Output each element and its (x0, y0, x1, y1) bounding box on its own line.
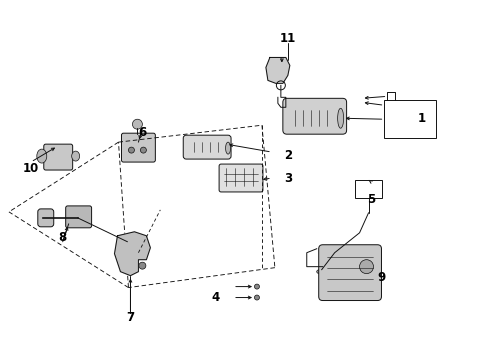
Circle shape (121, 262, 128, 269)
FancyBboxPatch shape (283, 98, 346, 134)
Ellipse shape (37, 149, 47, 163)
FancyBboxPatch shape (219, 164, 263, 192)
Text: 5: 5 (368, 193, 376, 206)
Ellipse shape (254, 284, 259, 289)
Text: 11: 11 (280, 32, 296, 45)
Ellipse shape (317, 270, 323, 274)
FancyBboxPatch shape (38, 209, 54, 227)
Text: 7: 7 (126, 311, 135, 324)
FancyBboxPatch shape (318, 245, 382, 301)
Ellipse shape (72, 151, 80, 161)
Circle shape (360, 260, 373, 274)
Text: 2: 2 (284, 149, 292, 162)
Circle shape (124, 246, 131, 253)
Circle shape (139, 262, 146, 269)
Ellipse shape (254, 295, 259, 300)
Text: 3: 3 (284, 171, 292, 185)
Circle shape (128, 147, 134, 153)
Circle shape (141, 147, 147, 153)
FancyBboxPatch shape (66, 206, 92, 228)
Ellipse shape (338, 108, 343, 128)
Polygon shape (115, 232, 150, 276)
Text: 4: 4 (211, 291, 219, 304)
Bar (355, 180, 383, 198)
Text: 10: 10 (23, 162, 39, 175)
FancyBboxPatch shape (183, 135, 231, 159)
Ellipse shape (132, 119, 143, 129)
Text: 1: 1 (417, 112, 425, 125)
Text: 9: 9 (377, 271, 386, 284)
FancyBboxPatch shape (44, 144, 73, 170)
Ellipse shape (225, 142, 231, 154)
Circle shape (139, 244, 146, 251)
Polygon shape (266, 58, 290, 84)
Text: 6: 6 (138, 126, 147, 139)
Text: 8: 8 (59, 231, 67, 244)
Bar (385, 100, 436, 138)
FancyBboxPatch shape (122, 133, 155, 162)
